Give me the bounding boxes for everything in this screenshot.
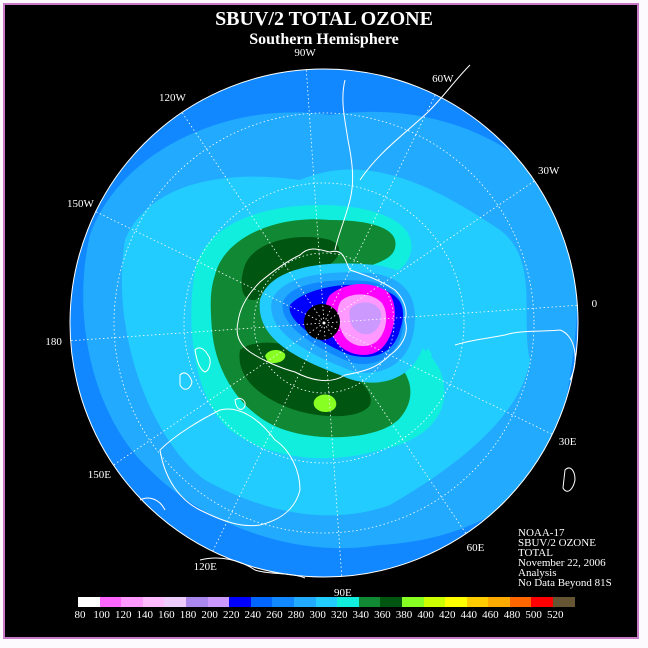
page-title: SBUV/2 TOTAL OZONE — [215, 8, 433, 30]
colorbar-tick-label: 340 — [352, 609, 370, 621]
longitude-label: 150W — [66, 198, 94, 211]
colorbar-tick-label: 460 — [482, 609, 499, 621]
colorbar-swatch — [401, 597, 424, 607]
page-subtitle: Southern Hemisphere — [249, 31, 399, 48]
info-panel: NOAA-17 SBUV/2 OZONE TOTAL November 22, … — [518, 527, 612, 589]
colorbar-swatch — [142, 597, 165, 607]
pole-no-data — [304, 304, 340, 340]
colorbar-swatch — [553, 597, 575, 607]
colorbar-tick-label: 240 — [244, 609, 262, 621]
longitude-label: 0 — [591, 298, 598, 311]
colorbar-tick-label: 260 — [266, 609, 283, 621]
colorbar-swatch — [272, 597, 294, 607]
info-instrument: SBUV/2 OZONE — [518, 537, 596, 549]
ozone-spot — [424, 348, 432, 361]
colorbar-swatch — [250, 597, 273, 607]
colorbar-swatch — [337, 597, 359, 607]
colorbar-tick-label: 100 — [93, 609, 110, 621]
coastlines — [139, 64, 576, 579]
colorbar-tick-label: 180 — [179, 609, 197, 621]
colorbar-tick-label: 140 — [136, 609, 154, 621]
map-boundary — [69, 68, 579, 578]
longitude-label: 60W — [432, 73, 454, 86]
info-satellite: NOAA-17 — [518, 527, 565, 539]
colorbar-tick-label: 120 — [114, 609, 132, 621]
colorbar-tick-label: 380 — [395, 609, 413, 621]
colorbar-swatch — [99, 597, 122, 607]
ozone-field — [70, 69, 578, 577]
colorbar-tick-label: 160 — [158, 609, 175, 621]
colorbar-tick-label: 400 — [417, 609, 434, 621]
colorbar-ticks: 80 100 120 140 160 180 200 220 240 260 280 300 320 34… — [0, 609, 648, 623]
colorbar — [78, 597, 575, 607]
colorbar-tick-label: 300 — [309, 609, 326, 621]
colorbar-tick-label: 440 — [460, 609, 478, 621]
info-type: Analysis — [518, 567, 557, 579]
longitude-label: 180 — [45, 335, 62, 348]
colorbar-tick-label: 280 — [287, 609, 305, 621]
colorbar-swatch — [315, 597, 338, 607]
colorbar-swatch — [358, 597, 381, 607]
colorbar-tick-label: 220 — [222, 609, 240, 621]
colorbar-swatch — [423, 597, 446, 607]
ozone-hole-core — [349, 302, 382, 335]
colorbar-swatch — [509, 597, 532, 607]
colorbar-swatch — [185, 597, 208, 607]
colorbar-swatch — [121, 597, 143, 607]
colorbar-tick-label: 80 — [74, 609, 86, 621]
longitude-label: 30E — [558, 435, 577, 448]
colorbar-swatch — [78, 597, 100, 607]
colorbar-tick-label: 520 — [546, 609, 564, 621]
info-note: No Data Beyond 81S — [518, 577, 612, 589]
colorbar-swatch — [531, 597, 554, 607]
colorbar-tick-label: 360 — [374, 609, 391, 621]
colorbar-swatch — [488, 597, 510, 607]
colorbar-tick-label: 320 — [330, 609, 348, 621]
colorbar-swatch — [445, 597, 467, 607]
longitude-label: 90W — [294, 46, 316, 59]
colorbar-swatch — [380, 597, 402, 607]
colorbar-tick-label: 420 — [438, 609, 456, 621]
ozone-region-380-b — [313, 394, 337, 412]
colorbar-swatch — [164, 597, 186, 607]
colorbar-swatch — [207, 597, 230, 607]
longitude-label: 150E — [87, 468, 111, 481]
colorbar-tick-label: 200 — [201, 609, 218, 621]
longitude-label: 60E — [466, 541, 485, 554]
colorbar-swatch — [293, 597, 316, 607]
colorbar-swatch — [229, 597, 251, 607]
longitude-label: 30W — [537, 165, 560, 178]
colorbar-swatch — [466, 597, 489, 607]
colorbar-tick-label: 500 — [525, 609, 542, 621]
info-date: November 22, 2006 — [518, 557, 606, 569]
longitude-label: 120E — [193, 560, 217, 573]
longitude-label: 90E — [334, 587, 352, 600]
latitude-grid — [113, 112, 535, 534]
colorbar-tick-label: 480 — [503, 609, 521, 621]
info-product: TOTAL — [518, 547, 553, 559]
longitude-label: 120W — [159, 92, 186, 105]
